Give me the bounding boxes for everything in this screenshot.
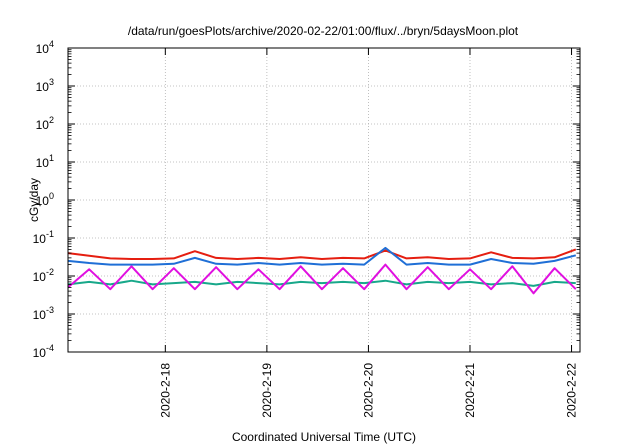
y-tick-label: 104 bbox=[36, 39, 54, 56]
y-tick-labels: 10-4 10-3 10-2 10-1 100 101 102 103 104 bbox=[33, 39, 54, 360]
axis-ticks bbox=[68, 47, 580, 353]
y-tick-label: 10-4 bbox=[33, 343, 54, 360]
y-tick-label: 103 bbox=[36, 77, 54, 94]
x-tick-label: 2020-2-19 bbox=[260, 363, 274, 418]
x-tick-label: 2020-2-20 bbox=[361, 363, 375, 418]
series-line-4 bbox=[67, 263, 577, 295]
y-tick-label: 101 bbox=[36, 153, 54, 170]
chart-title: /data/run/goesPlots/archive/2020-02-22/0… bbox=[128, 24, 519, 38]
x-tick-label: 2020-2-18 bbox=[158, 363, 172, 418]
y-tick-label: 10-2 bbox=[33, 267, 54, 284]
y-tick-label: 10-3 bbox=[33, 305, 54, 322]
y-tick-label: 102 bbox=[36, 115, 54, 132]
series-line-3 bbox=[67, 279, 576, 287]
grid-lines bbox=[68, 48, 580, 352]
series-line-2 bbox=[67, 246, 577, 266]
x-tick-label: 2020-2-22 bbox=[565, 363, 579, 418]
y-tick-label: 100 bbox=[36, 191, 54, 208]
x-axis-label: Coordinated Universal Time (UTC) bbox=[232, 430, 416, 444]
y-axis-label: cGy/day bbox=[27, 178, 41, 222]
x-tick-labels: 2020-2-18 2020-2-19 2020-2-20 2020-2-21 2020… bbox=[158, 363, 578, 418]
series-layer bbox=[67, 246, 577, 295]
series-line-1 bbox=[67, 248, 577, 260]
y-tick-label: 10-1 bbox=[33, 229, 54, 246]
x-tick-label: 2020-2-21 bbox=[463, 363, 477, 418]
